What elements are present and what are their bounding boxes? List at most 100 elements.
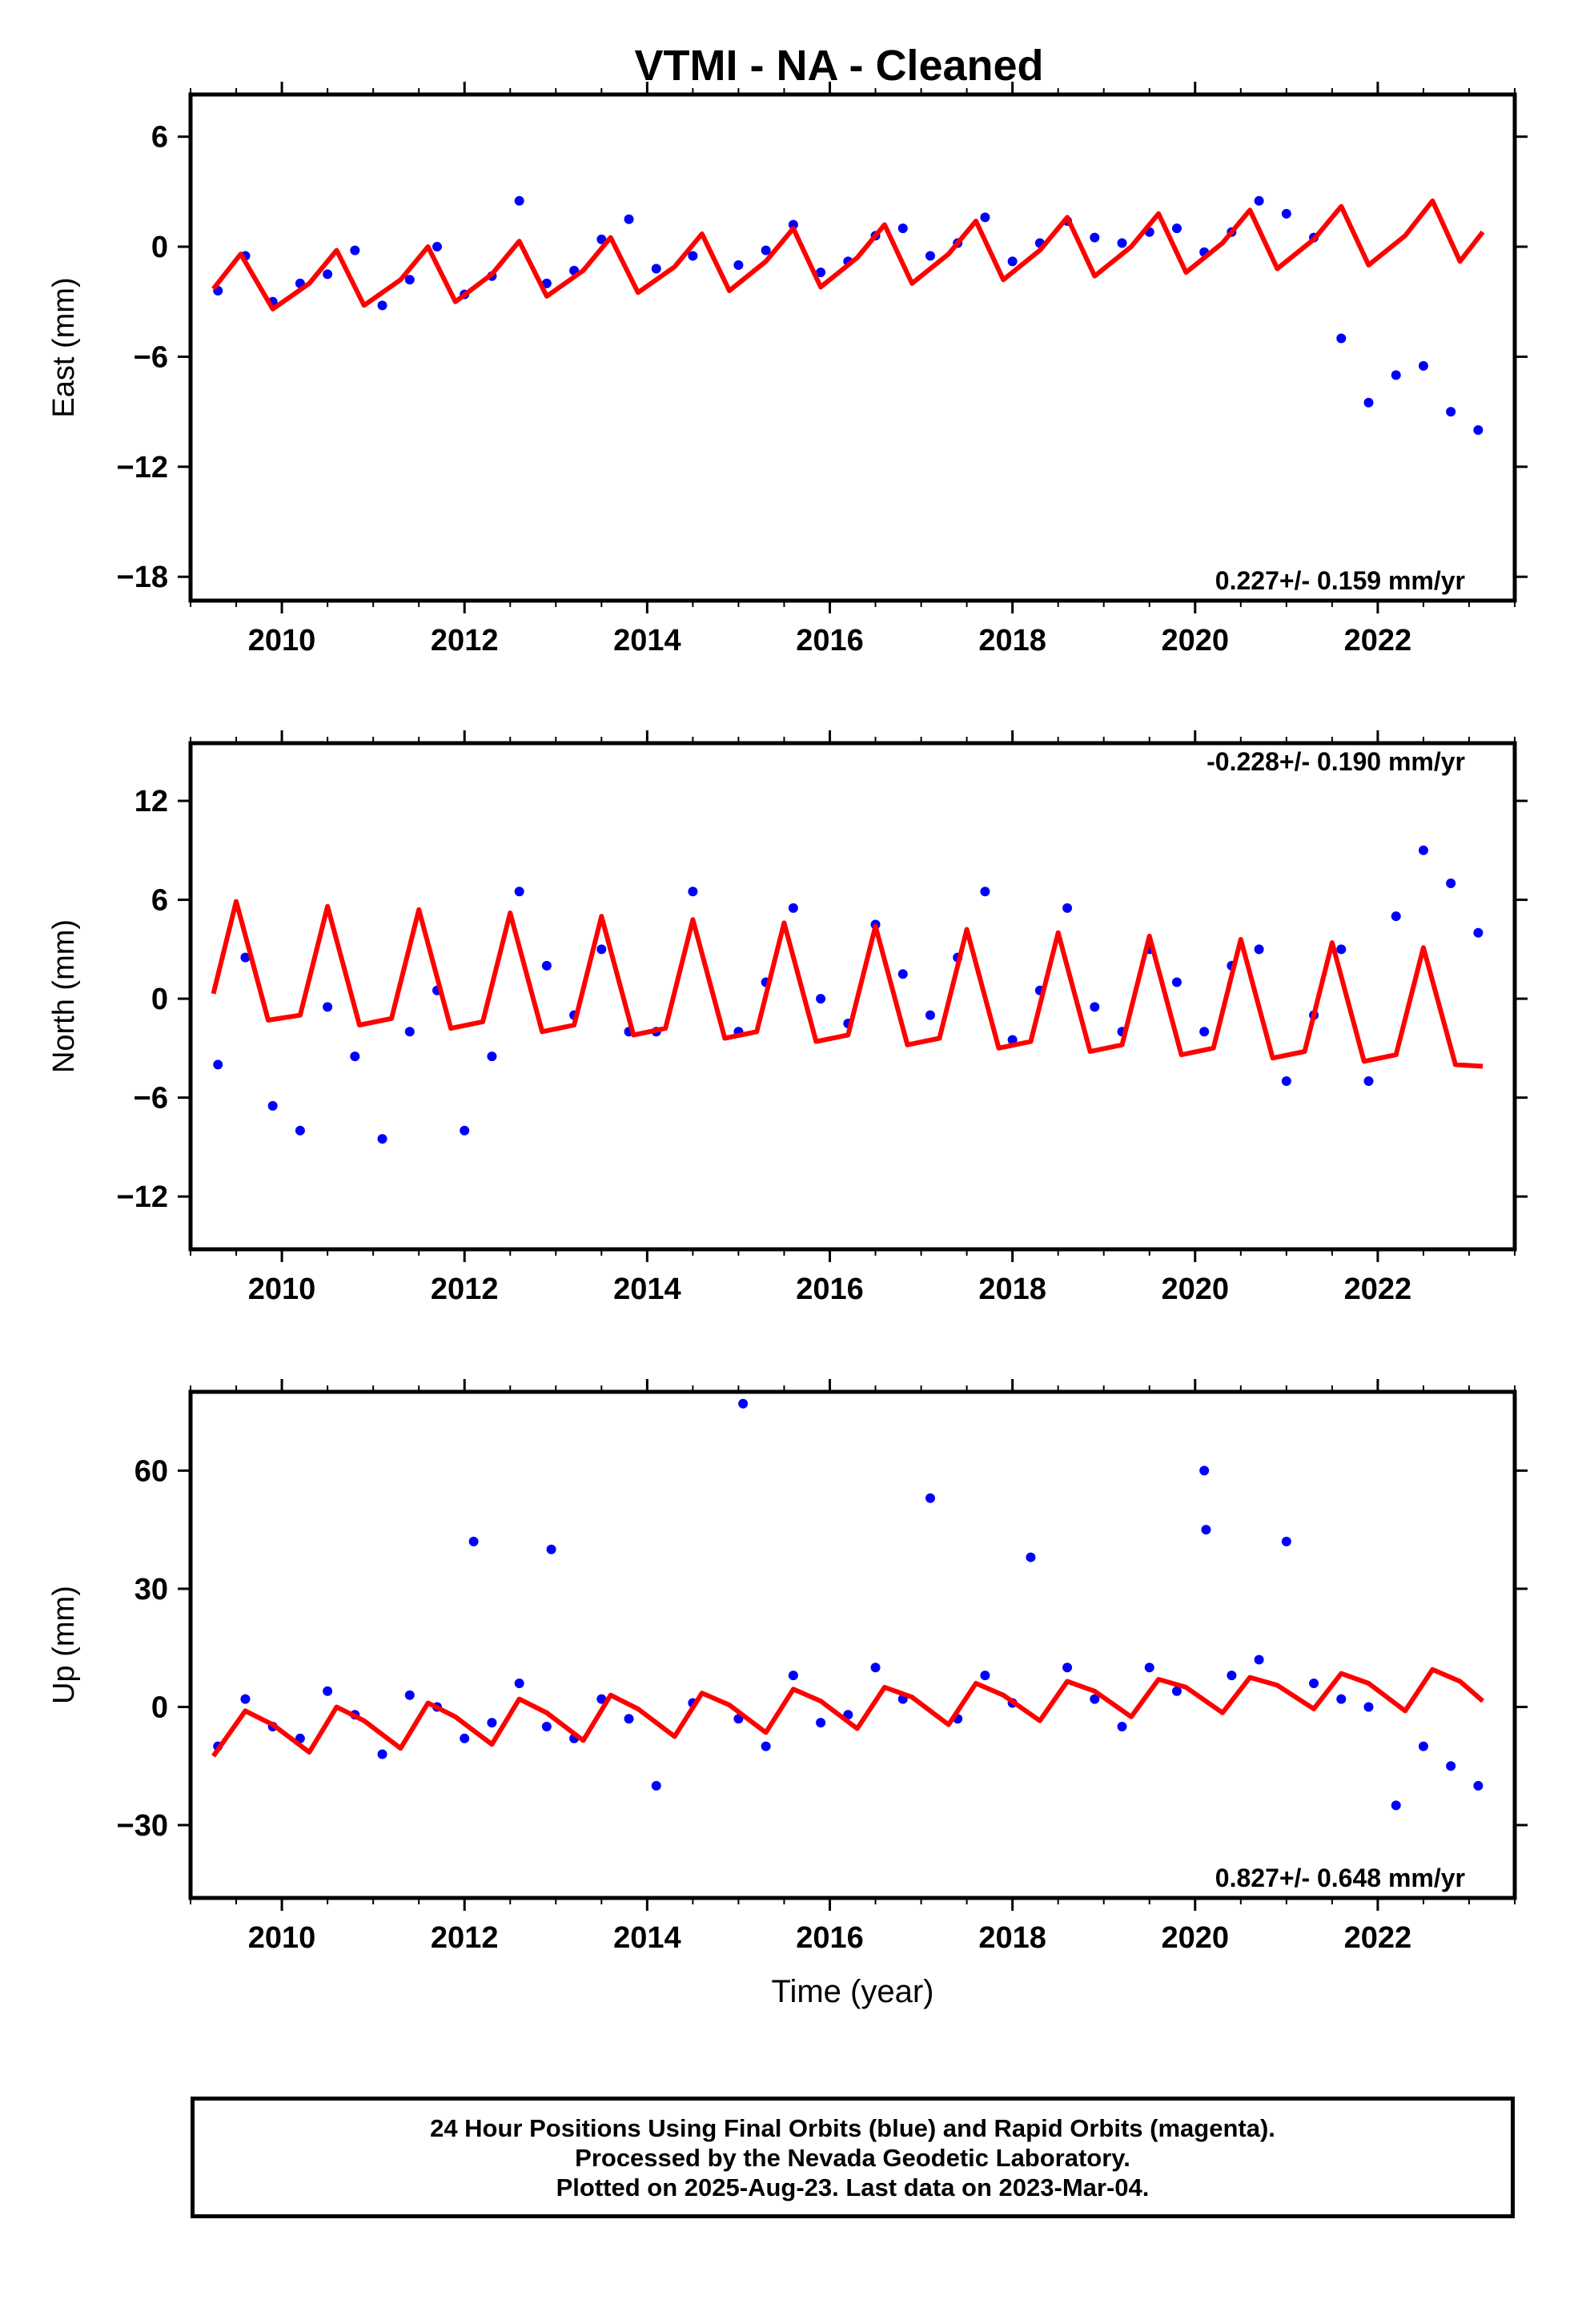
data-point	[688, 251, 698, 261]
data-point	[816, 1718, 826, 1728]
data-point	[1171, 223, 1182, 234]
data-point	[1117, 238, 1127, 248]
plot-frame	[188, 92, 1517, 603]
data-point	[1281, 1536, 1291, 1546]
x-axis-label: Time (year)	[772, 1974, 934, 2009]
footer-box: 24 Hour Positions Using Final Orbits (bl…	[191, 2097, 1515, 2218]
data-point	[541, 278, 552, 288]
y-tick-label: 6	[151, 884, 168, 918]
data-point	[460, 1733, 470, 1743]
x-tick-label: 2022	[1344, 624, 1412, 657]
data-point	[1254, 195, 1264, 206]
data-point	[213, 1059, 223, 1070]
data-point	[738, 1398, 749, 1409]
data-point	[323, 1686, 333, 1696]
data-point	[377, 1134, 387, 1144]
data-point	[1281, 208, 1291, 219]
data-point	[925, 1493, 935, 1503]
x-tick-label: 2022	[1344, 1921, 1412, 1955]
data-point	[761, 1741, 771, 1751]
data-point	[1363, 1076, 1374, 1087]
footer-line-2: Processed by the Nevada Geodetic Laborat…	[575, 2143, 1130, 2172]
data-point	[514, 1678, 524, 1688]
data-point	[788, 1671, 798, 1681]
y-tick-label: 6	[151, 121, 168, 155]
up-panel: 2010 2012 2014 2016 2018 2020 2022 60 30 0 −30 Up (…	[47, 1379, 1528, 1955]
data-point	[1418, 845, 1428, 855]
data-point	[487, 1051, 497, 1062]
north-panel: 2010 2012 2014 2016 2018 2020 2022 12 6 0 −6 −12 Nor…	[47, 730, 1528, 1306]
data-point	[1144, 1663, 1154, 1673]
data-point	[240, 1694, 251, 1704]
y-tick-label: −6	[134, 340, 168, 374]
data-point	[1090, 1002, 1100, 1012]
data-point	[1281, 1076, 1291, 1087]
x-tick-label: 2018	[978, 1921, 1046, 1955]
data-point	[596, 944, 607, 955]
y-tick-label: 0	[151, 1691, 168, 1724]
data-point	[897, 223, 908, 234]
data-point	[624, 1714, 634, 1724]
data-point	[404, 1027, 415, 1037]
x-tick-label: 2012	[431, 1273, 499, 1306]
data-point	[487, 1718, 497, 1728]
data-point	[1171, 1686, 1182, 1696]
x-tick-label: 2012	[431, 1921, 499, 1955]
x-tick-label: 2014	[613, 1273, 681, 1306]
data-point	[267, 1100, 278, 1111]
data-point	[295, 1125, 305, 1136]
y-axis-label: East (mm)	[47, 277, 81, 417]
data-point	[1201, 1525, 1211, 1535]
data-point	[404, 275, 415, 285]
data-point	[350, 245, 360, 255]
data-point	[1473, 1780, 1484, 1791]
data-point	[240, 952, 251, 963]
y-tick-label: −12	[117, 1180, 168, 1214]
x-tick-label: 2010	[248, 624, 316, 657]
data-point	[514, 195, 524, 206]
y-tick-label: 0	[151, 983, 168, 1016]
y-axis-label: Up (mm)	[47, 1586, 81, 1704]
model-line	[211, 198, 1485, 312]
x-tick-label: 2016	[796, 1273, 864, 1306]
data-point	[1117, 1722, 1127, 1732]
data-point	[925, 1010, 935, 1020]
data-point	[1363, 1702, 1374, 1712]
model-line	[211, 899, 1484, 1069]
data-point	[788, 219, 798, 230]
data-point	[1446, 407, 1456, 417]
data-point	[432, 242, 442, 252]
data-point	[323, 1002, 333, 1012]
data-point	[1309, 1678, 1319, 1688]
data-point	[897, 969, 908, 979]
data-point	[1227, 1671, 1237, 1681]
data-point	[596, 1694, 607, 1704]
data-point	[1363, 397, 1374, 408]
y-axis-label: North (mm)	[47, 919, 81, 1073]
rate-label: 0.827+/- 0.648 mm/yr	[1215, 1864, 1465, 1892]
plot-area	[211, 845, 1484, 1144]
data-point	[1391, 370, 1401, 380]
y-tick-label: −12	[117, 451, 168, 485]
x-tick-label: 2016	[796, 624, 864, 657]
plot-area	[211, 195, 1485, 436]
y-tick-label: 0	[151, 231, 168, 264]
data-point	[1062, 903, 1073, 913]
data-point	[1062, 1663, 1073, 1673]
x-tick-label: 2020	[1161, 624, 1229, 657]
east-panel: 2010 2012 2014 2016 2018 2020 2022 6 0 −6 −12 −18 Ea…	[47, 82, 1528, 657]
data-point	[546, 1544, 556, 1554]
model-line	[211, 1667, 1485, 1758]
data-point	[350, 1051, 360, 1062]
data-point	[596, 234, 607, 244]
data-point	[1199, 1027, 1210, 1037]
data-point	[1007, 1035, 1018, 1045]
chart-title: VTMI - NA - Cleaned	[634, 42, 1043, 90]
x-tick-label: 2018	[978, 1273, 1046, 1306]
data-point	[1391, 911, 1401, 922]
data-point	[1418, 360, 1428, 371]
data-point	[788, 903, 798, 913]
data-point	[1090, 1694, 1100, 1704]
footer-line-1: 24 Hour Positions Using Final Orbits (bl…	[430, 2113, 1275, 2142]
data-point	[1199, 1466, 1210, 1476]
